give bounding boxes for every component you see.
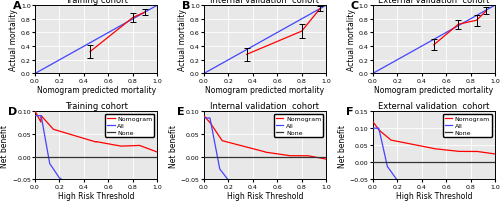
Y-axis label: Actual mortality: Actual mortality [178,9,187,71]
Title: Internal validation  cohort: Internal validation cohort [210,102,320,111]
Y-axis label: Net benefit: Net benefit [338,124,347,167]
X-axis label: High Risk Threshold: High Risk Threshold [227,191,303,200]
X-axis label: Nomogram predicted mortality: Nomogram predicted mortality [206,86,324,95]
Y-axis label: Net benefit: Net benefit [0,124,9,167]
Y-axis label: Actual mortality: Actual mortality [9,9,18,71]
X-axis label: High Risk Threshold: High Risk Threshold [58,191,134,200]
Legend: Nomogram, All, None: Nomogram, All, None [274,115,323,137]
Title: Training cohort: Training cohort [64,102,128,111]
Text: C: C [350,1,359,11]
Title: Internal validation  cohort: Internal validation cohort [210,0,320,5]
Legend: Nomogram, All, None: Nomogram, All, None [105,115,154,137]
X-axis label: High Risk Threshold: High Risk Threshold [396,191,472,200]
Text: E: E [177,106,184,116]
Y-axis label: Actual mortality: Actual mortality [347,9,356,71]
Legend: Nomogram, All, None: Nomogram, All, None [443,115,492,137]
Title: Training cohort: Training cohort [64,0,128,5]
Text: D: D [8,106,18,116]
Text: F: F [346,106,353,116]
X-axis label: Nomogram predicted mortality: Nomogram predicted mortality [374,86,494,95]
Y-axis label: Net benefit: Net benefit [169,124,178,167]
X-axis label: Nomogram predicted mortality: Nomogram predicted mortality [36,86,156,95]
Text: A: A [13,1,22,11]
Text: B: B [182,1,190,11]
Title: External validation  cohort: External validation cohort [378,102,490,111]
Title: External validation  cohort: External validation cohort [378,0,490,5]
